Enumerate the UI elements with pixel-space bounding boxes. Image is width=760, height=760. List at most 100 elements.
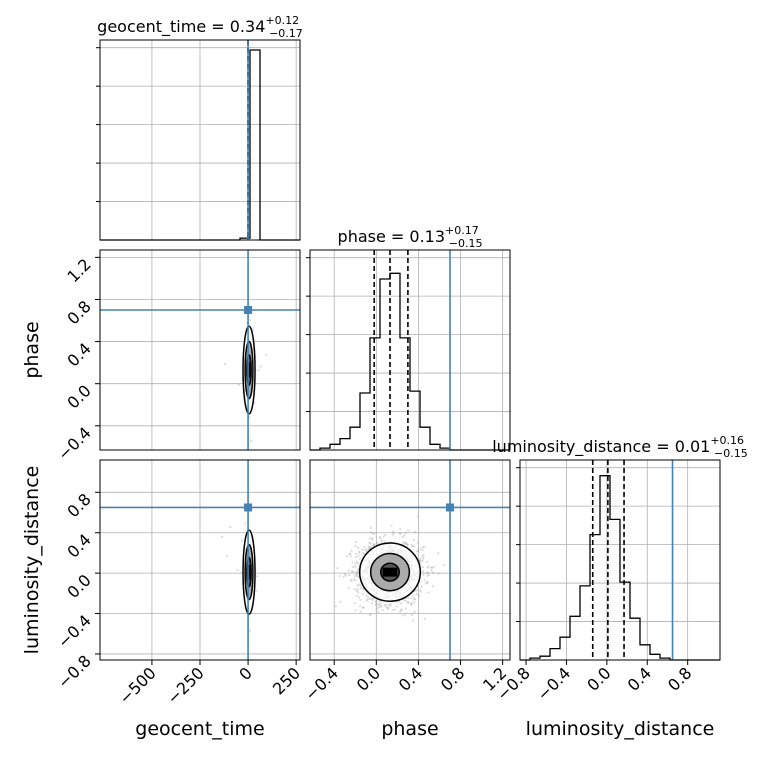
scatter-point (385, 605, 388, 609)
scatter-point (404, 541, 408, 545)
scatter-point (265, 353, 268, 356)
scatter-point (377, 610, 380, 614)
x-axis-label-phase: phase (381, 718, 438, 740)
scatter-point (374, 600, 378, 603)
scatter-point (384, 603, 387, 606)
scatter-point (420, 585, 424, 588)
scatter-point (368, 613, 372, 616)
scatter-point (361, 551, 364, 554)
scatter-point (426, 566, 429, 569)
scatter-point (422, 554, 425, 557)
scatter-point (386, 607, 389, 610)
scatter-point (384, 533, 387, 536)
scatter-point (373, 532, 376, 535)
scatter-point (358, 558, 361, 561)
scatter-point (413, 544, 416, 547)
scatter-point (363, 545, 366, 549)
scatter-point (356, 573, 359, 577)
scatter-point (364, 548, 367, 551)
scatter-point (226, 554, 229, 557)
scatter-point (421, 559, 424, 562)
scatter-point (359, 605, 362, 608)
title-minus: −0.15 (714, 447, 748, 460)
scatter-point (352, 570, 355, 573)
scatter-point (357, 565, 360, 568)
scatter-point (421, 546, 425, 549)
scatter-point (368, 537, 372, 540)
x-tick-label-phase: 0.4 (395, 663, 426, 694)
scatter-point (366, 598, 369, 601)
scatter-panel-geocent_time-luminosity_distance (99, 459, 301, 661)
scatter-point (368, 541, 371, 544)
scatter-point (362, 587, 365, 590)
scatter-point (413, 601, 416, 604)
title-median: 0.01 (675, 437, 711, 456)
scatter-point (403, 543, 406, 546)
scatter-point (249, 318, 252, 321)
scatter-point (400, 608, 403, 611)
scatter-point (370, 601, 374, 605)
scatter-point (442, 564, 446, 567)
scatter-point (369, 526, 373, 529)
scatter-point (400, 602, 403, 605)
scatter-point (426, 574, 429, 577)
scatter-point (375, 543, 378, 546)
hist-panel-luminosity_distance (516, 459, 721, 661)
hist-panel-phase-border (309, 249, 511, 451)
scatter-point (348, 569, 351, 572)
scatter-panel-geocent_time-phase (99, 249, 301, 451)
scatter-point (404, 531, 407, 534)
y-tick-label-phase: 0.0 (63, 381, 94, 412)
scatter-point (367, 596, 370, 599)
scatter-point (422, 570, 425, 573)
scatter-point (365, 550, 368, 553)
scatter-point (419, 590, 422, 593)
x-tick-label-luminosity_distance: −0.4 (533, 663, 574, 704)
x-axis-label-geocent_time: geocent_time (135, 718, 264, 740)
scatter-point (356, 587, 359, 591)
scatter-point (357, 568, 360, 571)
scatter-point (391, 533, 394, 536)
scatter-point (349, 552, 352, 555)
scatter-point (416, 515, 419, 518)
scatter-point (355, 594, 358, 598)
scatter-point (413, 610, 416, 614)
scatter-point (259, 365, 262, 368)
scatter-point (358, 583, 361, 586)
scatter-point (387, 606, 390, 609)
scatter-point (399, 528, 402, 531)
scatter-point (257, 369, 260, 372)
scatter-point (380, 538, 384, 542)
scatter-point (376, 602, 380, 606)
scatter-point (371, 536, 374, 540)
scatter-point (356, 571, 359, 574)
scatter-point (427, 565, 430, 568)
x-tick-label-luminosity_distance: 0.8 (664, 663, 695, 694)
scatter-point (342, 575, 345, 578)
x-tick-label-geocent_time: 250 (269, 663, 304, 698)
scatter-point (430, 566, 433, 569)
x-tick-label-luminosity_distance: 0.0 (583, 663, 614, 694)
scatter-point (357, 546, 360, 549)
scatter-point (359, 598, 362, 601)
scatter-point (423, 617, 427, 620)
scatter-point (354, 555, 358, 559)
scatter-point (411, 545, 414, 548)
scatter-point (361, 593, 365, 596)
scatter-point (413, 597, 417, 601)
scatter-point (410, 544, 413, 547)
scatter-point (407, 529, 410, 532)
y-tick-label-phase: 0.8 (63, 297, 94, 328)
title-prefix: phase = (338, 227, 410, 246)
scatter-point (369, 542, 373, 545)
scatter-point (382, 535, 385, 538)
scatter-point (375, 608, 378, 611)
scatter-point (255, 589, 258, 592)
scatter-point (350, 579, 353, 583)
scatter-point (378, 537, 381, 540)
scatter-point (365, 599, 368, 602)
scatter-point (376, 541, 379, 544)
scatter-point (398, 610, 402, 613)
scatter-point (344, 574, 347, 577)
scatter-point (362, 552, 366, 555)
